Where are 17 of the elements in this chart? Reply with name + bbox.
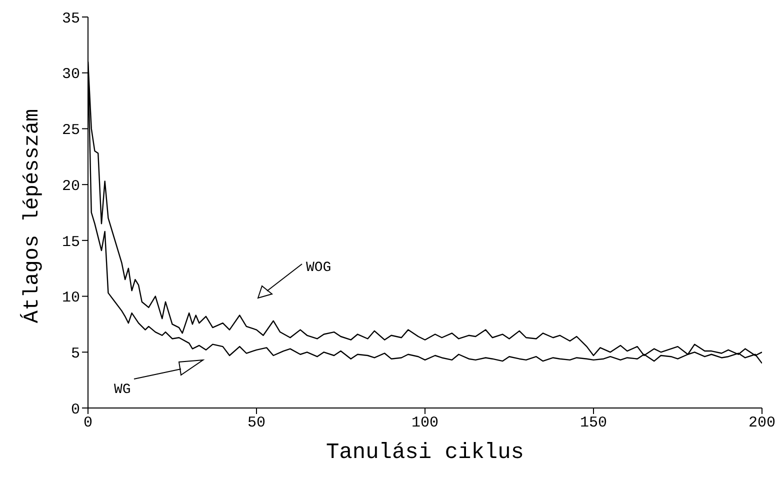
x-tick-label: 200 (748, 414, 776, 432)
x-axis-title: Tanulási ciklus (326, 440, 524, 465)
annotation: WOG (306, 260, 332, 276)
x-tick-label: 50 (247, 414, 266, 432)
y-tick-label: 10 (62, 290, 80, 307)
y-tick-label: 0 (70, 401, 80, 418)
y-tick-label: 5 (70, 345, 80, 362)
y-tick-label: 25 (62, 122, 80, 140)
y-axis-title: Átlagos lépésszám (20, 108, 45, 324)
x-tick-label: 0 (83, 414, 93, 432)
x-tick-label: 150 (580, 414, 608, 432)
y-tick-label: 30 (62, 66, 80, 84)
y-tick-label: 15 (62, 234, 80, 251)
y-tick-label: 20 (62, 178, 80, 195)
y-tick-label: 35 (62, 10, 80, 28)
x-tick-label: 100 (411, 414, 439, 432)
annotation: WG (114, 382, 131, 398)
